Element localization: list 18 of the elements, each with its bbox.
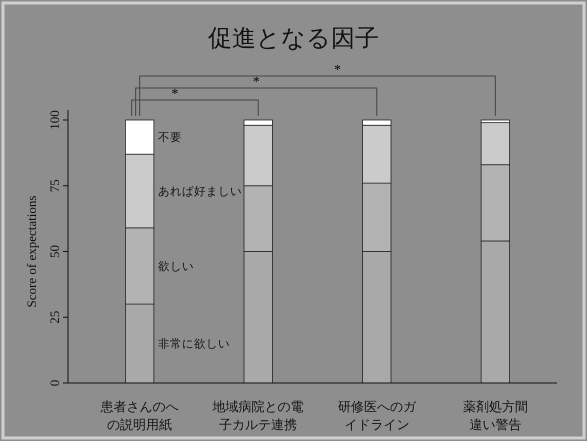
x-tick-label: 薬剤処方間違い警告 (462, 399, 528, 433)
y-tick-label: 100 (47, 110, 62, 130)
y-axis-title: Score of expectations (24, 196, 39, 308)
text: * (171, 87, 178, 102)
x-tick-label: 地域病院との電子カルテ連携 (212, 400, 304, 433)
y-tick-label: 50 (47, 245, 62, 258)
text: * (252, 75, 260, 90)
x-tick-label: 患者さんのへの説明用紙 (100, 400, 179, 433)
y-tick-label: 75 (47, 179, 62, 192)
y-tick-label: 25 (47, 310, 62, 324)
y-tick-label: 0 (47, 380, 62, 386)
text: * (334, 63, 341, 78)
x-tick-label: 研修医へのガイドライン (338, 400, 417, 433)
series-label: 非常に欲しい (158, 336, 230, 351)
series-label: 不要 (158, 130, 182, 144)
series-label: 欲しい (158, 258, 194, 273)
series-label: あれば好ましい (158, 184, 242, 198)
chart-title: 促進となる因子 (208, 24, 379, 52)
